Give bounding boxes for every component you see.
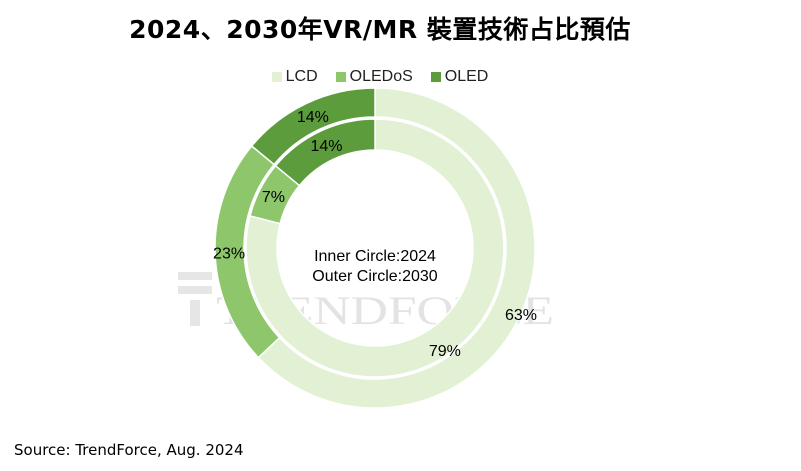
slice-labels: 79% 7% 14% 63% 23% 14% [213, 109, 537, 360]
inner-ring-slice-lcd [245, 118, 505, 378]
inner-label-oledos: 7% [262, 189, 285, 206]
legend-swatch-oledos [335, 72, 346, 82]
inner-label-oled: 14% [310, 138, 342, 155]
outer-label-oled: 14% [297, 109, 329, 126]
watermark-logo-stem [190, 300, 200, 326]
legend-swatch-oled [430, 72, 441, 82]
rings [214, 87, 536, 409]
watermark-logo-bar-mid [178, 286, 212, 294]
legend-label-oledos: OLEDoS [349, 68, 413, 85]
legend-label-oled: OLED [444, 68, 489, 85]
legend-label-lcd: LCD [285, 68, 318, 85]
watermark-logo-bar-top [178, 272, 212, 280]
legend-item-lcd: LCD [271, 68, 318, 86]
legend-item-oled: OLED [430, 68, 489, 86]
legend-swatch-lcd [271, 72, 282, 82]
outer-label-oledos: 23% [213, 246, 245, 263]
outer-label-lcd: 63% [505, 307, 537, 324]
center-label-outer: Outer Circle:2030 [312, 268, 437, 285]
source-note: Source: TrendForce, Aug. 2024 [14, 441, 244, 459]
outer-ring-slice-lcd [257, 87, 536, 409]
legend-item-oledos: OLEDoS [335, 68, 413, 86]
chart-title: 2024、2030年VR/MR 裝置技術占比預估 [129, 15, 631, 44]
inner-label-lcd: 79% [429, 343, 461, 360]
inner-ring-slice-oled [274, 118, 376, 187]
center-label-inner: Inner Circle:2024 [314, 248, 436, 265]
outer-ring-slice-oled [250, 87, 376, 166]
legend: LCD OLEDoS OLED [0, 68, 760, 86]
